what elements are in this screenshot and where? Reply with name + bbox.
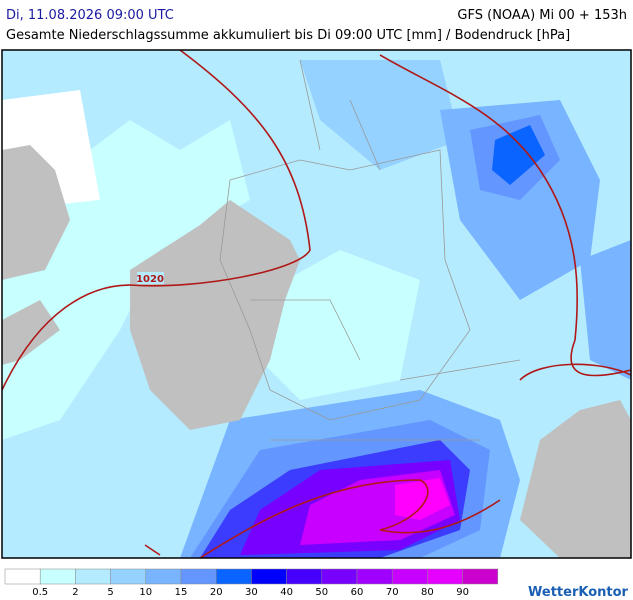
legend-swatch xyxy=(321,568,358,585)
legend: 0.5 2 5 10 15 20 30 40 50 60 70 80 90 xyxy=(4,568,499,598)
legend-label: 20 xyxy=(210,587,223,598)
legend-swatch xyxy=(180,568,217,585)
legend-label: 30 xyxy=(245,587,258,598)
legend-label: 40 xyxy=(280,587,293,598)
legend-swatch xyxy=(356,568,393,585)
legend-swatch xyxy=(4,568,41,585)
legend-label: 15 xyxy=(175,587,188,598)
brand: WetterKontor xyxy=(528,585,629,600)
legend-swatch xyxy=(462,568,499,585)
legend-swatch xyxy=(427,568,463,585)
legend-label: 60 xyxy=(351,587,364,598)
legend-swatch xyxy=(391,568,428,585)
legend-swatch xyxy=(251,568,287,585)
legend-label: 90 xyxy=(456,587,469,598)
model-run: GFS (NOAA) Mi 00 + 153h xyxy=(457,8,627,23)
legend-swatch xyxy=(39,568,76,585)
legend-label: 70 xyxy=(386,587,399,598)
legend-swatch xyxy=(110,568,147,585)
legend-label: 2 xyxy=(72,587,78,598)
legend-label: 80 xyxy=(421,587,434,598)
subtitle: Gesamte Niederschlagssumme akkumuliert b… xyxy=(6,28,570,43)
isobar-label: 1020 xyxy=(136,274,164,285)
date: Di, 11.08.2026 09:00 UTC xyxy=(6,8,174,23)
legend-label: 50 xyxy=(315,587,328,598)
legend-swatch xyxy=(286,568,323,585)
map: 1020 xyxy=(1,49,632,559)
legend-swatch xyxy=(215,568,252,585)
legend-swatch xyxy=(75,568,111,585)
legend-swatch xyxy=(145,568,182,585)
legend-label: 0.5 xyxy=(32,587,48,598)
legend-label: 10 xyxy=(139,587,152,598)
legend-label: 5 xyxy=(107,587,113,598)
